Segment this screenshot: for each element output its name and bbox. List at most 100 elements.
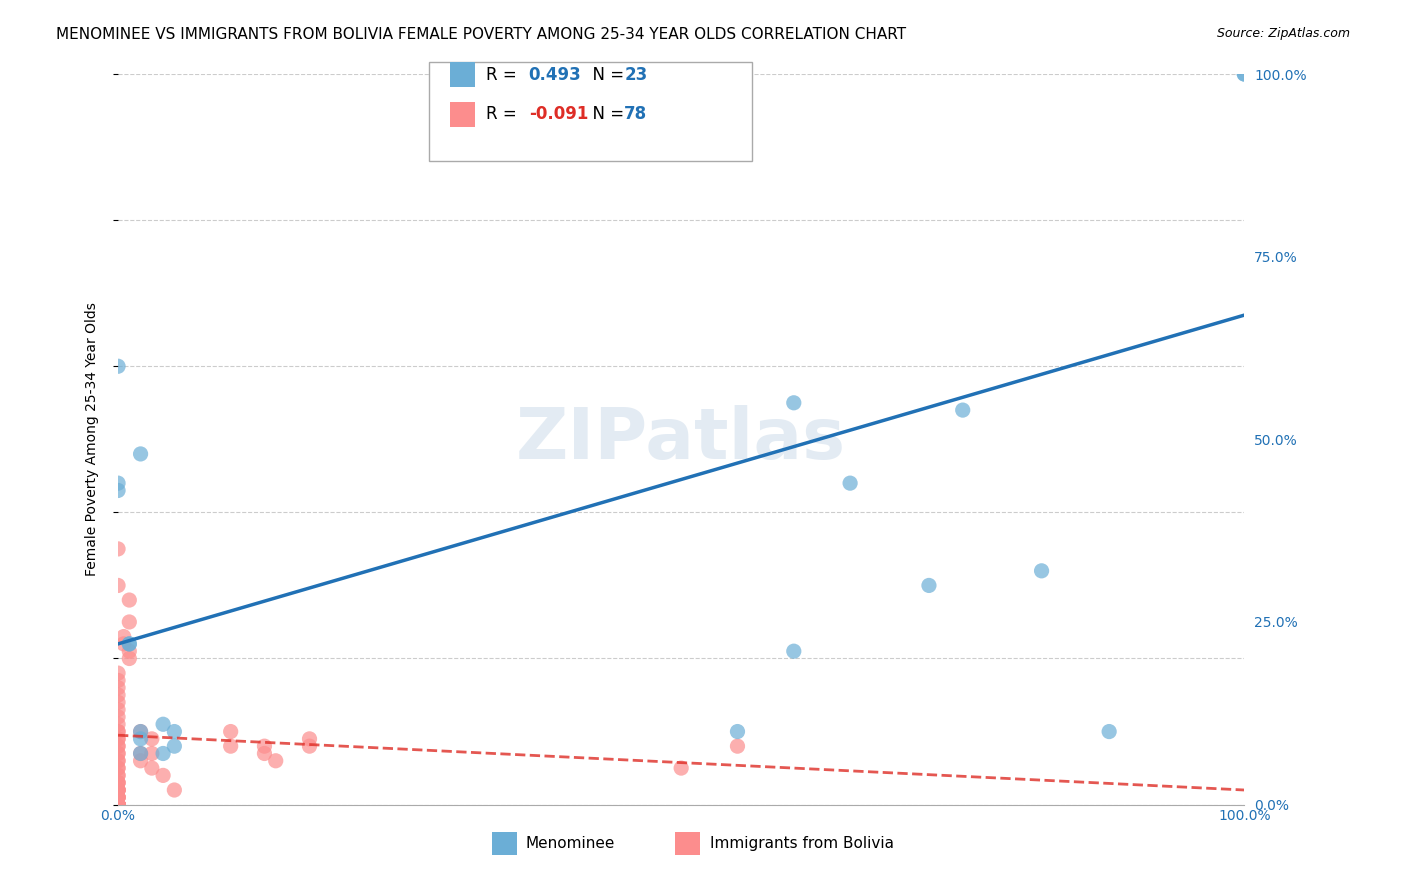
Text: N =: N = xyxy=(582,66,630,84)
Point xyxy=(107,747,129,761)
Point xyxy=(107,790,129,805)
Point xyxy=(118,651,141,665)
Point xyxy=(129,731,152,746)
Point xyxy=(107,541,129,556)
Point xyxy=(141,731,163,746)
Point xyxy=(107,673,129,688)
Point xyxy=(107,797,129,812)
Point xyxy=(107,797,129,812)
Point xyxy=(107,768,129,782)
Point xyxy=(1031,564,1053,578)
Point xyxy=(727,724,749,739)
Point xyxy=(107,747,129,761)
Point xyxy=(219,724,242,739)
Text: 23: 23 xyxy=(624,66,648,84)
Point xyxy=(107,703,129,717)
Point xyxy=(107,790,129,805)
Point xyxy=(141,761,163,775)
Point xyxy=(107,797,129,812)
Point xyxy=(107,688,129,702)
Point xyxy=(107,797,129,812)
Point xyxy=(107,783,129,797)
Point xyxy=(298,731,321,746)
Point xyxy=(107,578,129,592)
Point xyxy=(129,724,152,739)
Point xyxy=(107,797,129,812)
Point xyxy=(107,717,129,731)
Point xyxy=(783,396,806,410)
Point xyxy=(163,724,186,739)
Point xyxy=(107,681,129,695)
Point xyxy=(107,775,129,789)
Point xyxy=(152,717,174,731)
Point xyxy=(253,747,276,761)
Point xyxy=(107,797,129,812)
Point xyxy=(107,797,129,812)
Point xyxy=(107,783,129,797)
Point xyxy=(118,637,141,651)
Point xyxy=(118,637,141,651)
Point xyxy=(118,644,141,658)
Point xyxy=(264,754,287,768)
Point xyxy=(107,775,129,789)
Point xyxy=(952,403,974,417)
Point xyxy=(219,739,242,754)
Point xyxy=(107,797,129,812)
Point xyxy=(107,476,129,491)
Point xyxy=(107,797,129,812)
Point xyxy=(107,790,129,805)
Point xyxy=(1233,67,1256,81)
Point xyxy=(112,637,135,651)
Text: 78: 78 xyxy=(624,105,647,123)
Text: R =: R = xyxy=(486,105,523,123)
Text: R =: R = xyxy=(486,66,523,84)
Point xyxy=(107,754,129,768)
Text: N =: N = xyxy=(582,105,630,123)
Point xyxy=(1098,724,1121,739)
Text: Immigrants from Bolivia: Immigrants from Bolivia xyxy=(710,837,894,851)
Point xyxy=(107,797,129,812)
Text: ZIPatlas: ZIPatlas xyxy=(516,405,846,474)
Point xyxy=(129,747,152,761)
Point xyxy=(783,644,806,658)
Text: 0.493: 0.493 xyxy=(529,66,582,84)
Point xyxy=(1233,67,1256,81)
Point xyxy=(118,615,141,629)
Point xyxy=(118,593,141,607)
Point xyxy=(129,747,152,761)
Point xyxy=(298,739,321,754)
Point xyxy=(107,797,129,812)
Point xyxy=(107,731,129,746)
Point xyxy=(107,695,129,709)
Point xyxy=(107,783,129,797)
Point xyxy=(107,797,129,812)
Point xyxy=(129,724,152,739)
Point xyxy=(107,710,129,724)
Point xyxy=(107,790,129,805)
Point xyxy=(107,790,129,805)
Point xyxy=(107,724,129,739)
Point xyxy=(253,739,276,754)
Point xyxy=(107,775,129,789)
Point xyxy=(107,797,129,812)
Point xyxy=(107,483,129,498)
Point xyxy=(107,724,129,739)
Point xyxy=(107,754,129,768)
Point xyxy=(141,747,163,761)
Text: MENOMINEE VS IMMIGRANTS FROM BOLIVIA FEMALE POVERTY AMONG 25-34 YEAR OLDS CORREL: MENOMINEE VS IMMIGRANTS FROM BOLIVIA FEM… xyxy=(56,27,907,42)
Point xyxy=(727,739,749,754)
Point xyxy=(107,739,129,754)
Point xyxy=(163,783,186,797)
Point xyxy=(107,797,129,812)
Point xyxy=(112,630,135,644)
Point xyxy=(107,797,129,812)
Text: -0.091: -0.091 xyxy=(529,105,588,123)
Point xyxy=(839,476,862,491)
Point xyxy=(129,447,152,461)
Y-axis label: Female Poverty Among 25-34 Year Olds: Female Poverty Among 25-34 Year Olds xyxy=(86,302,100,576)
Point xyxy=(107,359,129,374)
Point xyxy=(918,578,941,592)
Point xyxy=(152,768,174,782)
Text: Source: ZipAtlas.com: Source: ZipAtlas.com xyxy=(1216,27,1350,40)
Point xyxy=(163,739,186,754)
